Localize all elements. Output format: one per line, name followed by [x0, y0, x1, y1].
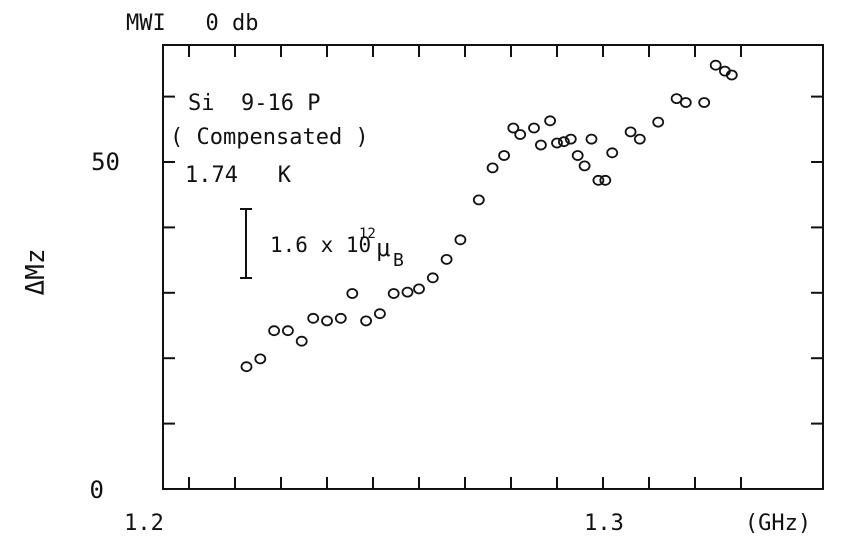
data-point: [360, 315, 373, 327]
data-point: [240, 361, 253, 373]
compensated-label: ( Compensated ): [170, 125, 369, 150]
data-point: [633, 133, 646, 145]
data-point: [373, 308, 386, 320]
data-point: [346, 288, 359, 299]
data-point: [472, 194, 485, 206]
data-point: [606, 147, 619, 159]
x-tick-label-1-3: 1.3: [584, 511, 624, 536]
data-point: [334, 312, 347, 324]
data-point: [426, 272, 439, 284]
data-point: [401, 286, 414, 298]
data-point: [585, 133, 598, 145]
data-point: [624, 126, 637, 138]
ticks: [163, 45, 823, 489]
data-point: [652, 116, 665, 128]
data-point: [413, 283, 425, 295]
data-point: [709, 59, 722, 71]
data-points: [240, 59, 738, 373]
data-point: [321, 315, 333, 327]
data-point: [281, 325, 294, 337]
scale-bar-base: 1.6 x 10: [270, 233, 371, 257]
data-point: [486, 162, 499, 174]
y-tick-label-50: 50: [91, 148, 120, 176]
data-point: [679, 97, 692, 108]
temperature-label: 1.74 K: [185, 163, 292, 188]
header-label: MWI 0 db: [126, 11, 258, 36]
y-axis-label: ΔMz: [21, 249, 51, 296]
data-point: [571, 150, 584, 161]
data-point: [307, 312, 320, 324]
data-point: [498, 150, 511, 161]
scale-bar-exponent: 12: [359, 226, 376, 242]
data-point: [564, 133, 577, 145]
scale-bar-unit: μ: [376, 234, 390, 262]
data-point: [578, 160, 591, 172]
x-tick-label-1-2: 1.2: [124, 511, 164, 536]
scale-bar: [240, 208, 252, 279]
y-tick-label-0: 0: [90, 476, 104, 504]
data-point: [528, 122, 540, 134]
data-point: [440, 253, 453, 265]
data-point: [254, 353, 267, 365]
scale-bar-unit-sub: B: [393, 250, 404, 271]
sample-label: Si 9-16 P: [188, 91, 320, 116]
data-point: [544, 115, 556, 127]
data-point: [725, 69, 738, 81]
x-unit-label: (GHz): [745, 511, 811, 536]
data-point: [592, 174, 605, 186]
plot-frame: [162, 44, 824, 490]
data-point: [295, 335, 308, 347]
data-point: [514, 129, 527, 140]
data-point: [507, 122, 520, 134]
data-point: [599, 174, 612, 186]
data-point: [387, 288, 400, 299]
data-point: [268, 325, 281, 337]
data-point: [454, 234, 467, 246]
data-point: [698, 97, 711, 108]
data-point: [558, 136, 570, 148]
data-point: [670, 93, 683, 104]
data-point: [535, 139, 547, 151]
data-point: [551, 137, 563, 149]
